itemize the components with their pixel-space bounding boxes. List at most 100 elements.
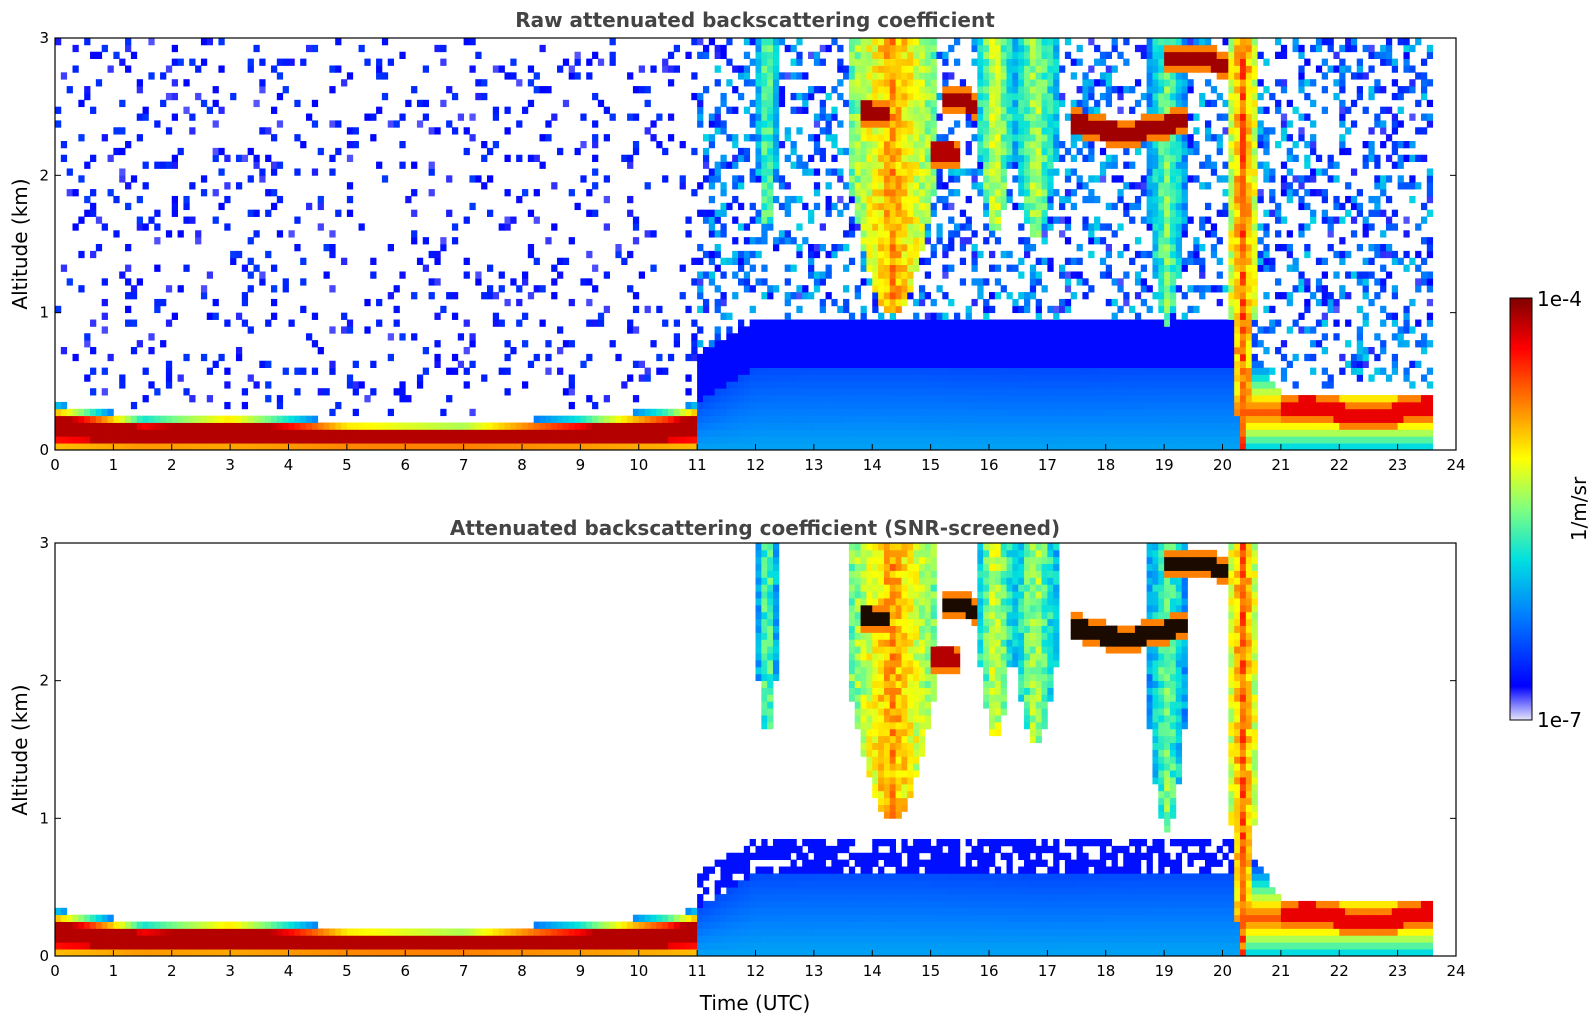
heatmap-cell — [1123, 161, 1130, 169]
heatmap-cell — [749, 113, 756, 121]
heatmap-cell — [965, 353, 972, 362]
heatmap-cell — [977, 401, 984, 410]
heatmap-cell — [148, 381, 155, 389]
heatmap-cell — [574, 51, 581, 59]
heatmap-cell — [183, 436, 190, 444]
heatmap-cell — [743, 278, 751, 286]
heatmap-cell — [1018, 257, 1025, 265]
heatmap-cell — [1105, 244, 1112, 252]
heatmap-cell — [918, 360, 926, 368]
heatmap-cell — [936, 182, 943, 190]
heatmap-cell — [913, 154, 920, 162]
heatmap-cell — [936, 51, 943, 59]
heatmap-cell — [171, 195, 178, 204]
heatmap-cell — [790, 422, 797, 430]
heatmap-cell — [1105, 353, 1112, 362]
heatmap-cell — [341, 422, 348, 430]
heatmap-cell — [913, 347, 920, 355]
heatmap-cell — [901, 175, 908, 183]
heatmap-cell — [352, 443, 359, 451]
heatmap-cell — [708, 175, 716, 183]
heatmap-cell — [901, 44, 908, 53]
heatmap-cell — [901, 216, 908, 224]
heatmap-cell — [989, 333, 996, 341]
heatmap-cell — [662, 58, 669, 66]
heatmap-cell — [1064, 278, 1072, 286]
heatmap-cell — [1035, 216, 1042, 224]
heatmap-cell — [749, 436, 756, 444]
heatmap-cell — [440, 58, 447, 66]
heatmap-cell — [1094, 134, 1101, 142]
heatmap-cell — [720, 347, 727, 355]
heatmap-cell — [1064, 408, 1072, 417]
heatmap-cell — [1012, 305, 1019, 314]
heatmap-cell — [913, 127, 920, 135]
heatmap-cell — [136, 278, 143, 286]
heatmap-cell — [673, 65, 681, 73]
heatmap-cell — [638, 271, 645, 279]
heatmap-cell — [1018, 443, 1025, 451]
heatmap-cell — [843, 65, 850, 73]
heatmap-cell — [1146, 92, 1153, 101]
heatmap-cell — [1024, 127, 1031, 135]
heatmap-cell — [597, 58, 605, 66]
heatmap-cell — [1018, 292, 1025, 300]
heatmap-cell — [907, 326, 914, 334]
heatmap-cell — [1082, 216, 1089, 224]
heatmap-cell — [883, 401, 891, 410]
heatmap-cell — [1164, 202, 1171, 211]
heatmap-cell — [808, 292, 815, 300]
heatmap-cell — [154, 264, 161, 272]
heatmap-cell — [632, 216, 640, 224]
heatmap-cell — [1029, 113, 1037, 121]
heatmap-cell — [522, 271, 529, 279]
heatmap-cell — [971, 374, 978, 382]
heatmap-cell — [1169, 141, 1177, 149]
heatmap-cell — [994, 395, 1002, 403]
heatmap-cell — [848, 216, 856, 224]
heatmap-cell — [399, 51, 406, 59]
heatmap-cell — [1006, 51, 1013, 59]
heatmap-cell — [557, 257, 564, 265]
heatmap-cell — [761, 58, 768, 66]
heatmap-cell — [1193, 51, 1200, 59]
heatmap-cell — [708, 353, 716, 362]
heatmap-cell — [311, 422, 319, 430]
heatmap-cell — [463, 216, 470, 224]
heatmap-cell — [977, 113, 984, 121]
heatmap-cell — [451, 436, 459, 444]
heatmap-cell — [971, 408, 978, 417]
heatmap-cell — [1012, 106, 1019, 114]
heatmap-cell — [983, 58, 990, 66]
heatmap-cell — [732, 340, 739, 348]
heatmap-cell — [989, 134, 996, 142]
heatmap-cell — [1123, 86, 1130, 94]
heatmap-cell — [212, 216, 219, 224]
heatmap-cell — [609, 422, 616, 430]
heatmap-cell — [714, 388, 721, 396]
heatmap-cell — [586, 436, 593, 444]
heatmap-cell — [451, 223, 459, 231]
heatmap-cell — [773, 367, 780, 375]
heatmap-cell — [1123, 120, 1130, 128]
heatmap-cell — [1181, 436, 1188, 444]
heatmap-cell — [749, 443, 756, 451]
heatmap-cell — [317, 422, 324, 430]
heatmap-cell — [977, 79, 984, 87]
heatmap-cell — [737, 395, 745, 403]
heatmap-cell — [924, 44, 932, 53]
heatmap-cell — [825, 44, 832, 53]
heatmap-cell — [813, 347, 821, 355]
heatmap-cell — [492, 443, 500, 451]
heatmap-cell — [796, 38, 803, 46]
heatmap-cell — [580, 429, 587, 437]
heatmap-cell — [1053, 367, 1060, 375]
heatmap-cell — [1088, 443, 1095, 451]
heatmap-cell — [1029, 202, 1037, 211]
heatmap-cell — [883, 285, 891, 293]
heatmap-cell — [422, 264, 429, 272]
heatmap-cell — [825, 113, 832, 121]
heatmap-cell — [358, 443, 365, 451]
heatmap-cell — [860, 106, 867, 114]
heatmap-cell — [1029, 134, 1037, 142]
